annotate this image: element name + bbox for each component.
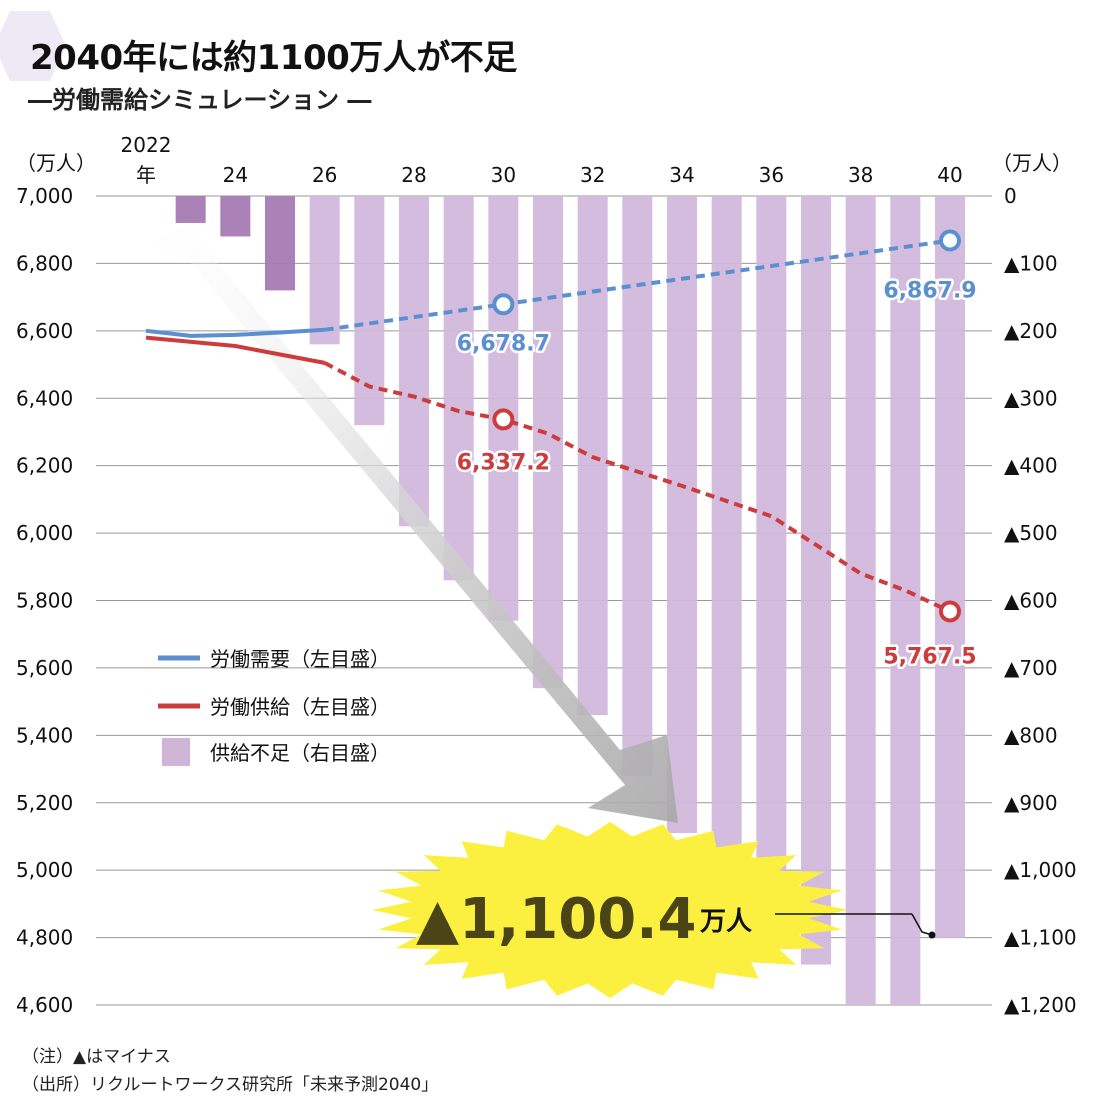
shortage-bar [711,196,742,877]
right-axis-tick: ▲1,000 [1004,858,1077,882]
header-hexagon-decoration [0,11,66,81]
page-subtitle: ―労働需給シミュレーション ― [28,86,372,114]
label-demand-2030-halo: 6,678.7 [457,331,550,356]
shortage-bar [845,196,876,1005]
shortage-bar [667,196,697,834]
right-axis-tick: ▲1,200 [1004,993,1077,1017]
x-axis-tick: 28 [401,163,426,187]
legend-demand-label: 労働需要（左目盛） [210,647,390,671]
left-axis-tick: 4,600 [16,993,73,1017]
left-axis-ticks: 7,000 6,800 6,600 6,400 6,200 6,000 5,800 5,600… [16,184,73,1017]
page-title: 2040年には約1100万人が不足 [30,38,517,78]
label-demand-2040-halo: 6,867.9 [883,279,976,304]
shortage-bar [533,196,563,689]
legend-shortage-label: 供給不足（右目盛） [210,741,390,765]
left-axis-tick: 5,400 [16,723,73,747]
series-markers [492,229,961,623]
callout-value: ▲1,100.4 [416,887,696,952]
shortage-bar [175,196,206,223]
supply-solid-line [145,335,326,365]
label-supply-2040-halo: 5,767.5 [883,644,976,669]
x-axis-ticks: 24 26 28 30 32 34 36 38 40 [223,163,963,187]
label-demand-2030: 6,678.7 [457,331,550,356]
right-axis-tick: ▲800 [1004,723,1058,747]
shortage-bar [622,196,653,776]
supply-marker-2040 [939,600,961,623]
right-axis-tick: ▲400 [1004,454,1058,478]
x-axis-tick: 24 [223,163,248,187]
x-axis-tick: 32 [580,163,605,187]
label-demand-2040: 6,867.9 [883,279,976,304]
left-axis-tick: 6,000 [16,521,73,545]
left-axis-unit: （万人） [16,151,96,175]
label-supply-2030: 6,337.2 [457,450,550,475]
shortage-bar [890,196,921,1005]
shortage-bars [175,196,965,1005]
right-axis-ticks: 0 ▲100 ▲200 ▲300 ▲400 ▲500 ▲600 ▲700 ▲800 ▲900 ▲1,… [1004,184,1077,1017]
right-axis-tick: ▲500 [1004,521,1058,545]
right-axis-tick: ▲700 [1004,656,1058,680]
callout-leader-dot [928,931,936,939]
left-axis-tick: 6,200 [16,454,73,478]
callout-burst [372,822,848,998]
shortage-bar [756,196,787,921]
supply-dashed-line [323,361,951,614]
x-axis-tick: 26 [312,163,337,187]
right-axis-tick: ▲900 [1004,791,1058,815]
legend-supply-label: 労働供給（左目盛） [210,695,390,719]
right-axis-tick: 0 [1004,184,1017,208]
x-axis-tick: 40 [937,163,962,187]
source-note: （出所）リクルートワークス研究所「未来予測2040」 [22,1075,439,1095]
left-axis-tick: 6,400 [16,386,73,410]
demand-marker-2030 [492,293,515,316]
label-supply-2030-halo: 6,337.2 [457,450,550,475]
shortage-bar [935,196,965,938]
demand-solid-line [145,327,325,338]
right-axis-tick: ▲300 [1004,386,1058,410]
callout: ▲1,100.4 万人 [372,822,936,998]
left-axis-tick: 5,000 [16,858,73,882]
left-axis-tick: 7,000 [16,184,73,208]
right-axis-unit: （万人） [992,151,1072,175]
x-tick-2022: 2022 [121,133,172,157]
right-axis-tick: ▲100 [1004,251,1058,275]
x-tick-2022-suffix: 年 [136,163,156,187]
shortage-bar [488,196,519,621]
trend-arrow-layer [145,224,678,823]
x-axis-tick: 36 [759,163,784,187]
label-supply-2040: 5,767.5 [883,644,976,669]
shortage-bar [220,196,251,237]
x-axis-tick: 38 [848,163,873,187]
left-axis-tick: 5,200 [16,791,73,815]
footnote: （注）▲はマイナス [22,1047,171,1067]
callout-unit: 万人 [700,907,752,937]
left-axis-tick: 4,800 [16,926,73,950]
left-axis-tick: 6,800 [16,251,73,275]
shortage-bar [265,196,295,291]
supply-marker-2030 [492,408,515,431]
shortage-bar [399,196,429,527]
trend-arrow [145,224,678,823]
left-axis-tick: 6,600 [16,319,73,343]
right-axis-tick: ▲200 [1004,319,1058,343]
right-axis-tick: ▲1,100 [1004,926,1077,950]
left-axis-tick: 5,600 [16,656,73,680]
right-axis-tick: ▲600 [1004,589,1058,613]
legend-shortage-swatch [162,738,190,766]
x-axis-tick: 30 [491,163,516,187]
demand-marker-2040 [939,229,961,252]
left-axis-tick: 5,800 [16,589,73,613]
shortage-bar [309,196,340,345]
x-axis-tick: 34 [669,163,694,187]
shortage-bar [801,196,831,965]
legend: 労働需要（左目盛） 労働供給（左目盛） 供給不足（右目盛） [158,647,390,766]
shortage-bar [443,196,474,581]
data-labels: 6,678.76,678.76,867.96,867.96,337.26,337… [454,276,979,672]
